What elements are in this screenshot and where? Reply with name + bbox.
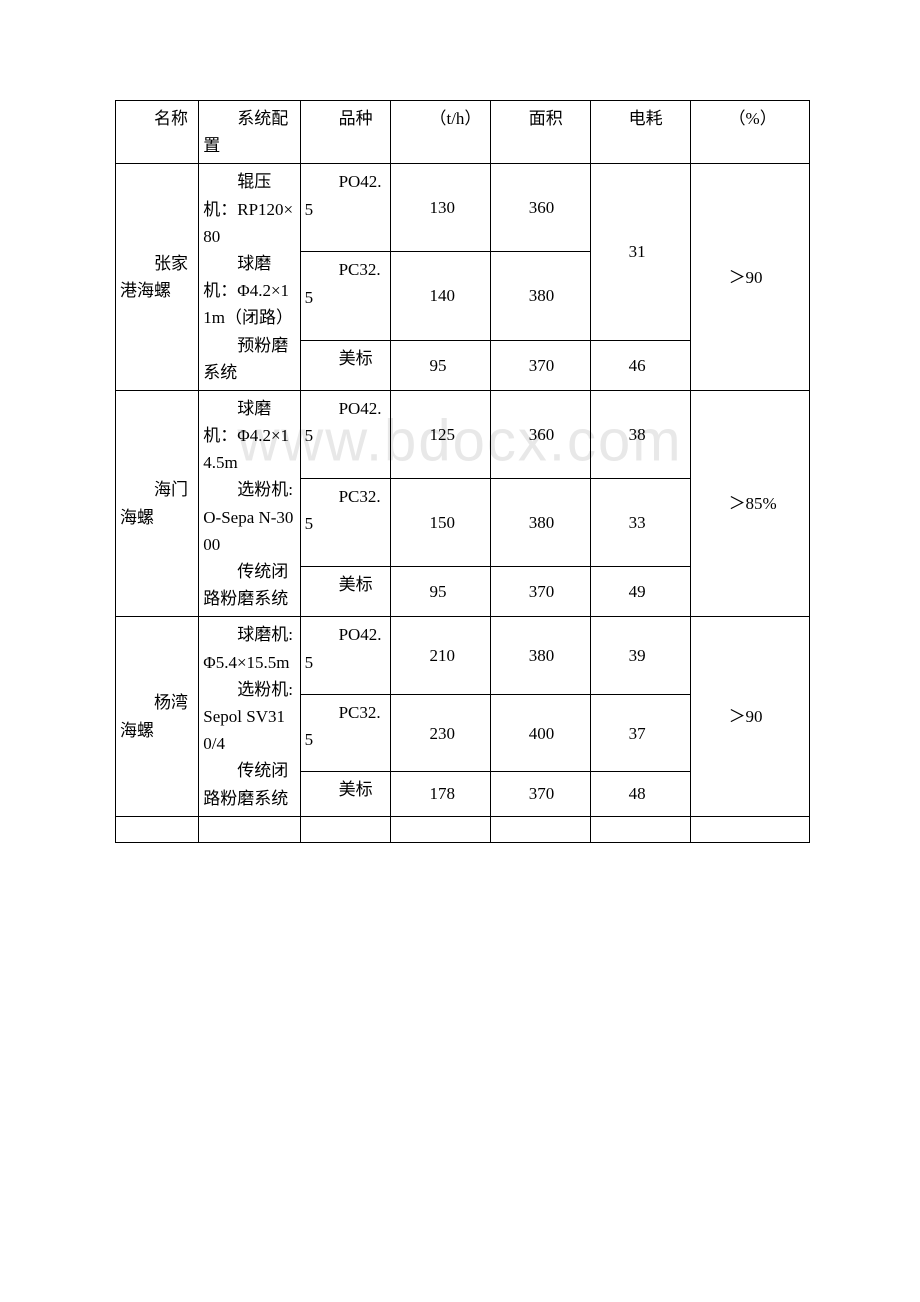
area-cell: 370 — [490, 772, 590, 816]
throughput-cell: 230 — [391, 694, 490, 772]
blank-cell — [690, 816, 809, 842]
header-cell: 品种 — [300, 101, 391, 164]
header-cell: 面积 — [490, 101, 590, 164]
system-cell: 辊压机：RP120×80球磨机：Φ4.2×11m（闭路）预粉磨系统 — [199, 164, 300, 391]
variety-cell: PC32.5 — [300, 478, 391, 566]
area-cell: 370 — [490, 340, 590, 390]
throughput-cell: 150 — [391, 478, 490, 566]
name-cell: 海门海螺 — [116, 390, 199, 617]
variety-cell: 美标 — [300, 340, 391, 390]
area-cell: 360 — [490, 164, 590, 252]
area-cell: 400 — [490, 694, 590, 772]
throughput-cell: 140 — [391, 252, 490, 340]
variety-cell: 美标 — [300, 772, 391, 816]
power-cell: 49 — [590, 567, 690, 617]
power-cell: 33 — [590, 478, 690, 566]
header-cell: 电耗 — [590, 101, 690, 164]
variety-cell: PC32.5 — [300, 694, 391, 772]
variety-cell: PO42.5 — [300, 164, 391, 252]
area-cell: 370 — [490, 567, 590, 617]
blank-cell — [116, 816, 199, 842]
throughput-cell: 130 — [391, 164, 490, 252]
blank-cell — [199, 816, 300, 842]
area-cell: 380 — [490, 252, 590, 340]
blank-cell — [300, 816, 391, 842]
throughput-cell: 95 — [391, 340, 490, 390]
variety-cell: PC32.5 — [300, 252, 391, 340]
header-cell: 系统配置 — [199, 101, 300, 164]
header-cell: （%） — [690, 101, 809, 164]
power-cell: 46 — [590, 340, 690, 390]
blank-cell — [490, 816, 590, 842]
header-cell: 名称 — [116, 101, 199, 164]
power-cell: 31 — [590, 164, 690, 340]
variety-cell: PO42.5 — [300, 617, 391, 695]
area-cell: 360 — [490, 390, 590, 478]
power-cell: 37 — [590, 694, 690, 772]
percent-cell: ＞90 — [690, 164, 809, 391]
throughput-cell: 210 — [391, 617, 490, 695]
blank-cell — [391, 816, 490, 842]
area-cell: 380 — [490, 617, 590, 695]
throughput-cell: 178 — [391, 772, 490, 816]
percent-cell: ＞90 — [690, 617, 809, 816]
name-cell: 杨湾海螺 — [116, 617, 199, 816]
throughput-cell: 95 — [391, 567, 490, 617]
power-cell: 38 — [590, 390, 690, 478]
system-cell: 球磨机:Φ5.4×15.5m选粉机:Sepol SV310/4传统闭路粉磨系统 — [199, 617, 300, 816]
blank-cell — [590, 816, 690, 842]
power-cell: 48 — [590, 772, 690, 816]
system-cell: 球磨机：Φ4.2×14.5m选粉机:O-Sepa N-3000传统闭路粉磨系统 — [199, 390, 300, 617]
header-cell: （t/h） — [391, 101, 490, 164]
variety-cell: 美标 — [300, 567, 391, 617]
power-cell: 39 — [590, 617, 690, 695]
data-table: 名称系统配置品种（t/h）面积电耗（%） 张家港海螺辊压机：RP120×80球磨机… — [115, 100, 810, 843]
area-cell: 380 — [490, 478, 590, 566]
name-cell: 张家港海螺 — [116, 164, 199, 391]
throughput-cell: 125 — [391, 390, 490, 478]
variety-cell: PO42.5 — [300, 390, 391, 478]
percent-cell: ＞85% — [690, 390, 809, 617]
